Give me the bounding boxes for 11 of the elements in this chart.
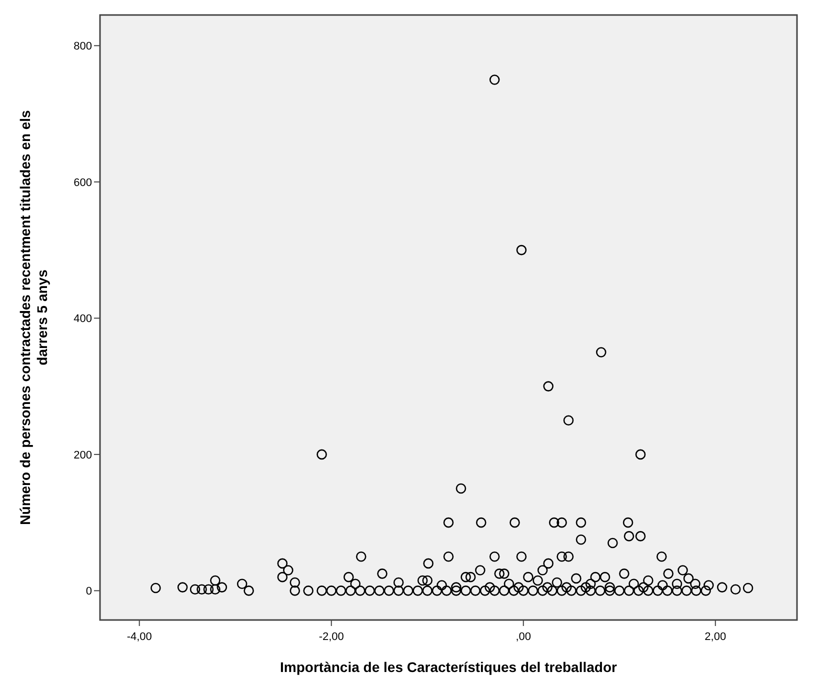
x-tick-label: -4,00 (126, 631, 152, 643)
y-tick-label: 200 (74, 449, 92, 462)
y-tick-label: 600 (74, 176, 92, 189)
x-tick-label: -2,00 (318, 631, 344, 643)
y-tick-label: 400 (74, 313, 92, 326)
y-axis-title: Número de persones contractades recentment titulades en els darrers 5 anys (17, 110, 50, 525)
x-axis-title: Importància de les Característiques del treballador (280, 659, 618, 675)
y-tick-label: 0 (86, 586, 92, 598)
x-tick-label: 2,00 (704, 631, 726, 643)
y-tick-label: 800 (74, 40, 92, 53)
x-tick-label: ,00 (516, 631, 532, 643)
